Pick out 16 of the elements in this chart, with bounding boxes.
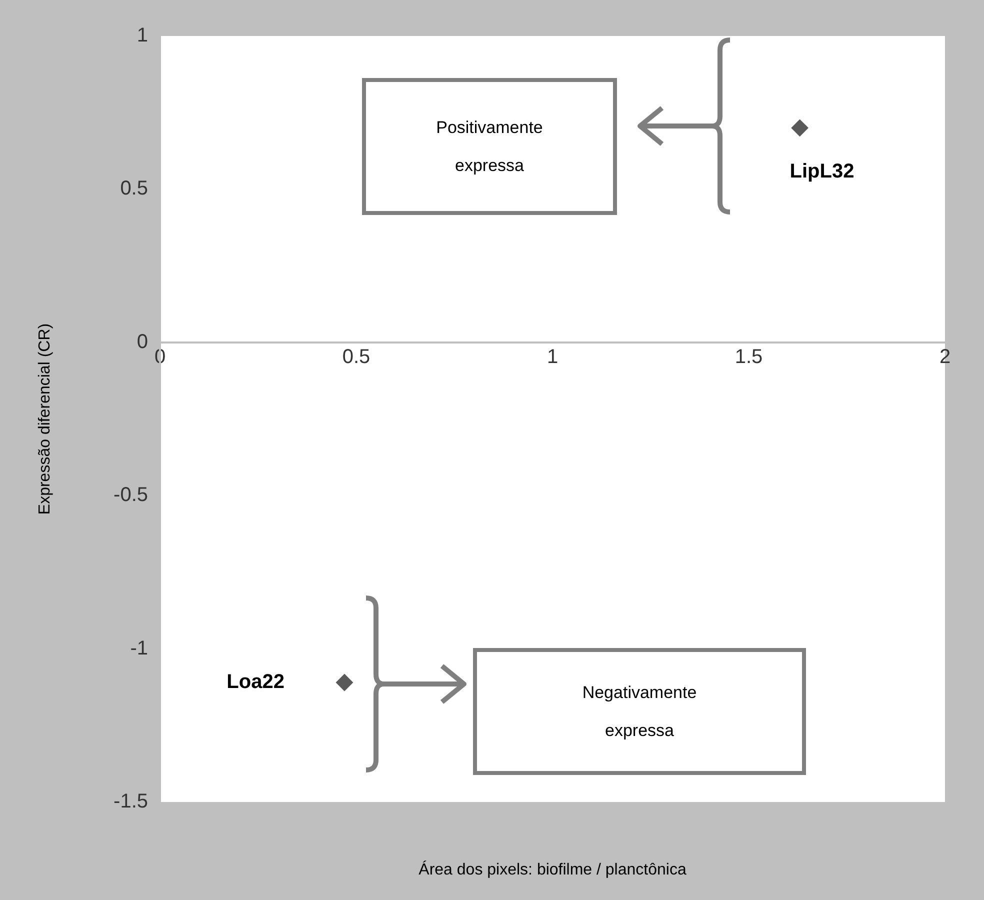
- annotation: Loa22: [226, 671, 284, 694]
- y-tick-label: 0: [136, 330, 148, 353]
- y-tick-label: -1: [130, 637, 148, 660]
- x-axis-title: Área dos pixels: biofilme / planctônica: [418, 860, 686, 878]
- y-tick-label: 1: [136, 24, 148, 47]
- x-tick-label: 1.5: [734, 346, 763, 368]
- annotation: LipL32: [790, 160, 854, 182]
- annotation: Negativamente expressa: [581, 682, 698, 742]
- y-axis-title: Expressão diferencial (CR): [36, 323, 54, 515]
- x-tick-label: 1: [546, 346, 558, 368]
- annotation: Positivamente expressa: [435, 116, 544, 176]
- x-tick-label: 0.5: [342, 346, 370, 368]
- x-tick-label: 2: [939, 346, 951, 368]
- y-tick-label: -0.5: [114, 484, 148, 506]
- y-tick-label: 0.5: [120, 178, 148, 200]
- y-tick-label: -1.5: [114, 790, 148, 813]
